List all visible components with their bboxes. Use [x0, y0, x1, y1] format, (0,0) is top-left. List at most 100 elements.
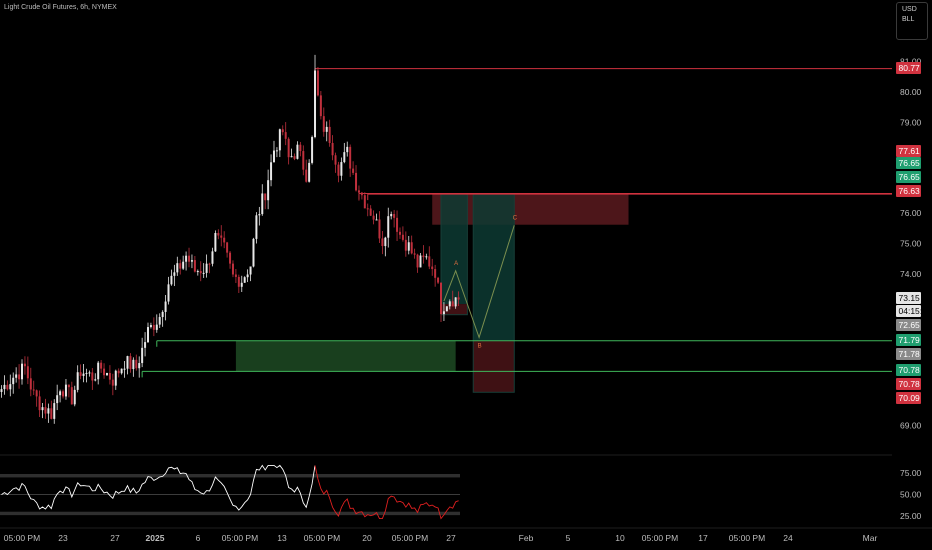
candle-bear — [451, 301, 454, 307]
candle-bull — [164, 301, 167, 312]
candle-bear — [357, 190, 360, 193]
price-label-bg — [896, 334, 921, 346]
candle-bull — [346, 146, 349, 153]
candle-bear — [363, 195, 366, 209]
candle-bull — [170, 275, 173, 285]
candle-bear — [381, 238, 384, 247]
candle-bear — [117, 370, 120, 374]
candle-bear — [100, 362, 103, 369]
candle-bull — [261, 193, 264, 215]
candle-bull — [258, 214, 261, 216]
candle-bull — [82, 373, 85, 376]
candle-bear — [193, 260, 196, 272]
candle-bull — [47, 408, 50, 414]
price-label: 71.79 — [899, 335, 921, 345]
candle-bull — [182, 261, 185, 269]
candle-bear — [366, 208, 369, 210]
candle-bear — [334, 155, 337, 165]
pattern-point-b: B — [478, 343, 482, 349]
price-label-bg — [896, 171, 921, 183]
candle-bear — [67, 384, 70, 388]
candle-bear — [457, 297, 460, 300]
candle-bull — [290, 156, 293, 158]
candle-bear — [293, 156, 296, 159]
candle-bear — [103, 368, 106, 376]
currency-unit-box[interactable]: USD BLL — [896, 2, 928, 40]
candle-bull — [190, 260, 193, 262]
candle-bull — [176, 263, 179, 273]
price-tick: 75.00 — [900, 239, 922, 249]
candle-bear — [437, 277, 440, 283]
time-tick: 13 — [277, 533, 287, 543]
candle-bull — [144, 342, 147, 348]
candle-bull — [120, 368, 123, 374]
candle-bear — [223, 237, 226, 243]
price-label: 70.78 — [899, 379, 921, 389]
candle-bull — [9, 384, 12, 390]
price-tick: 74.00 — [900, 269, 922, 279]
price-tick: 69.00 — [900, 420, 922, 430]
candle-bull — [255, 215, 258, 239]
candle-bull — [64, 384, 67, 397]
pattern-layer: A B C — [443, 215, 518, 349]
candle-bear — [413, 253, 416, 255]
price-axis[interactable]: 69.00 74.00 75.00 76.00 79.00 80.00 81.00 75.00… — [900, 57, 922, 521]
candle-bull — [267, 180, 270, 201]
candle-bear — [38, 396, 41, 411]
rsi-tick: 25.00 — [900, 511, 922, 521]
candle-bull — [211, 251, 214, 264]
price-label: 70.78 — [899, 365, 921, 375]
candle-bear — [217, 232, 220, 236]
candle-bear — [237, 276, 240, 287]
candle-bull — [445, 306, 448, 312]
candle-bull — [155, 324, 158, 330]
candle-bull — [41, 407, 44, 411]
candle-bull — [311, 137, 314, 163]
time-axis[interactable]: 05:00 PM 23 27 2025 6 05:00 PM 13 05:00 PM 20 05:… — [0, 527, 932, 543]
candle-bull — [375, 219, 378, 221]
rsi-oversold-band — [0, 511, 460, 516]
position-stop-zone — [473, 340, 515, 393]
price-labels: 80.77 77.61 76.65 76.65 76.63 73.15 04:15:47 72… — [896, 62, 932, 404]
price-tick: 80.00 — [900, 87, 922, 97]
candle-bear — [70, 387, 73, 405]
candle-bear — [35, 390, 38, 397]
candle-bull — [340, 162, 343, 176]
time-tick: 5 — [566, 533, 571, 543]
candle-bear — [316, 70, 319, 96]
candle-bear — [229, 252, 232, 264]
candle-bear — [44, 407, 47, 414]
candle-bull — [161, 311, 164, 318]
candle-bull — [407, 242, 410, 251]
candle-bull — [0, 389, 3, 392]
time-tick: 6 — [196, 533, 201, 543]
candle-bull — [205, 263, 208, 273]
price-tick: 79.00 — [900, 117, 922, 127]
candle-bull — [73, 389, 76, 405]
candle-bear — [372, 215, 375, 220]
candle-bull — [384, 237, 387, 247]
price-tick: 81.00 — [900, 57, 922, 67]
candle-bull — [105, 373, 108, 376]
candle-bull — [296, 144, 299, 159]
position-target-zone — [441, 194, 468, 305]
candle-bear — [129, 356, 132, 370]
candle-bear — [91, 372, 94, 381]
candle-bear — [369, 208, 372, 216]
candle-bear — [108, 373, 111, 380]
pattern-point-c: C — [513, 215, 518, 221]
candle-bear — [319, 95, 322, 117]
candle-bear — [264, 193, 267, 201]
candle-bull — [272, 150, 275, 163]
candle-bear — [440, 282, 442, 315]
time-tick: 05:00 PM — [222, 533, 258, 543]
candle-bull — [114, 370, 117, 386]
abc-pattern-path — [443, 225, 515, 340]
candle-bear — [231, 263, 234, 275]
candle-bull — [126, 356, 129, 369]
candle-bear — [305, 169, 308, 182]
candle-bear — [322, 116, 325, 132]
time-tick: 05:00 PM — [642, 533, 678, 543]
time-tick: 20 — [362, 533, 372, 543]
